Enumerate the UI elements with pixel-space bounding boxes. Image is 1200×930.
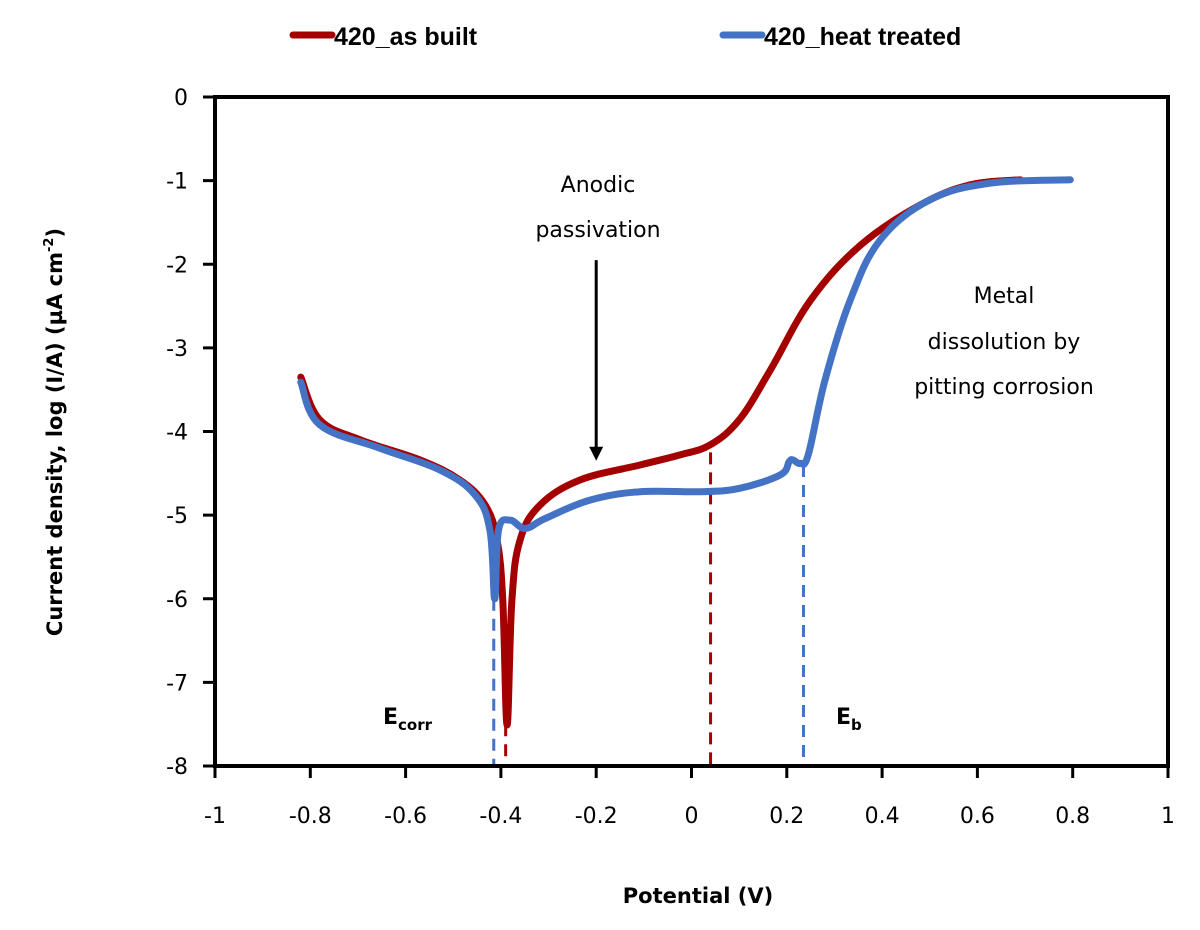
- x-tick-label: -0.2: [575, 804, 618, 829]
- arrow-head: [589, 446, 604, 461]
- label-eb: Eb: [836, 705, 862, 734]
- label-ecorr-sub: corr: [398, 716, 433, 734]
- legend: 420_as built 420_heat treated: [289, 23, 961, 51]
- axes: [213, 95, 1170, 768]
- y-axis-title-end: ): [43, 228, 67, 238]
- series-group: [297, 176, 1074, 729]
- series-line-420-as-built: [297, 176, 1024, 729]
- x-tick-label: 0.4: [865, 804, 900, 829]
- y-tick-label: -1: [166, 170, 188, 195]
- y-axis-title: Current density, log (I/A) (µA cm-2): [42, 228, 67, 636]
- x-ticks: -1 -0.8 -0.6 -0.4 -0.2 0 0.2 0.4 0.6 0.8 1: [204, 766, 1175, 829]
- annotation-arrow: [589, 260, 604, 461]
- y-axis-title-sup: -2: [42, 238, 57, 252]
- annotation-passivation: passivation: [535, 218, 660, 243]
- x-tick-label: 0.2: [769, 804, 804, 829]
- x-tick-label: -0.4: [479, 804, 522, 829]
- x-tick-label: 0.8: [1055, 804, 1090, 829]
- x-tick-label: -0.6: [384, 804, 427, 829]
- series-line-420-heat-treated: [297, 176, 1074, 603]
- y-ticks: 0 -1 -2 -3 -4 -5 -6 -7 -8: [166, 86, 215, 780]
- y-tick-label: -8: [166, 755, 188, 780]
- annotation-anodic: Anodic: [561, 173, 636, 198]
- annotation-dissolution: dissolution by: [928, 330, 1081, 355]
- annotation-metal: Metal: [974, 284, 1035, 309]
- label-ecorr: Ecorr: [383, 705, 433, 734]
- reference-lines: [492, 452, 805, 764]
- x-tick-label: -1: [204, 804, 226, 829]
- y-tick-label: 0: [174, 86, 188, 111]
- y-tick-label: -3: [166, 337, 188, 362]
- label-eb-main: E: [836, 705, 851, 730]
- x-tick-label: 0: [685, 804, 699, 829]
- label-eb-sub: b: [851, 716, 862, 734]
- x-tick-label: 0.6: [960, 804, 995, 829]
- legend-label-as-built: 420_as built: [334, 23, 478, 51]
- x-axis-title: Potential (V): [623, 884, 773, 908]
- y-tick-label: -5: [166, 504, 188, 529]
- y-axis-title-main: Current density, log (I/A) (µA cm: [43, 252, 67, 636]
- x-tick-label: 1: [1161, 804, 1175, 829]
- label-ecorr-main: E: [383, 705, 398, 730]
- legend-label-heat-treated: 420_heat treated: [764, 23, 961, 51]
- y-tick-label: -6: [166, 588, 188, 613]
- annotation-pitting: pitting corrosion: [914, 375, 1094, 400]
- y-tick-label: -2: [166, 253, 188, 278]
- y-tick-label: -7: [166, 671, 188, 696]
- y-tick-label: -4: [166, 421, 188, 446]
- x-tick-label: -0.8: [289, 804, 332, 829]
